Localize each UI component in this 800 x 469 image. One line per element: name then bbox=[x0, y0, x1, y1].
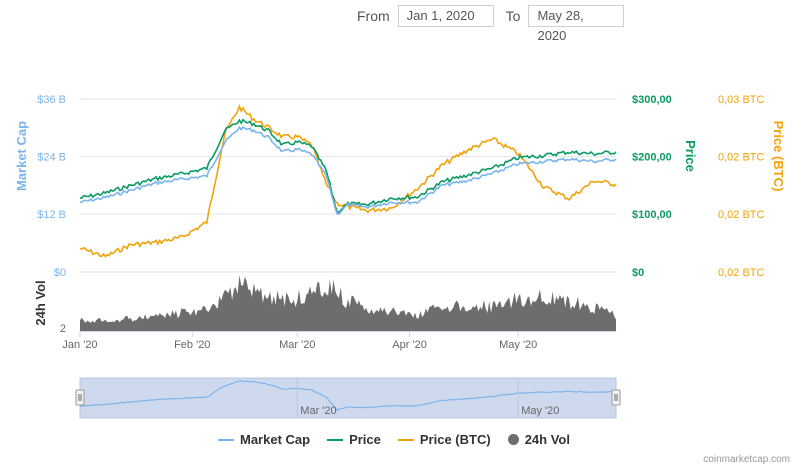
price-btc-tick-0: 0,02 BTC bbox=[718, 267, 765, 279]
price-btc-axis-title: Price (BTC) bbox=[771, 121, 786, 192]
credit-link[interactable]: coinmarketcap.com bbox=[703, 454, 790, 465]
price-btc-tick-2: 0,02 BTC bbox=[718, 152, 765, 164]
from-label: From bbox=[357, 8, 390, 24]
legend-price-btc-label: Price (BTC) bbox=[419, 432, 491, 447]
legend-volume-label: 24h Vol bbox=[524, 432, 570, 447]
market-cap-tick-1: $12 B bbox=[37, 209, 66, 221]
legend-price-label: Price bbox=[349, 432, 381, 447]
volume-area bbox=[80, 275, 616, 331]
volume-axis-title: 24h Vol bbox=[33, 280, 48, 325]
price-swatch bbox=[327, 438, 344, 441]
price-line bbox=[80, 118, 617, 214]
date-range: From Jan 1, 2020 To May 28, 2020 bbox=[357, 5, 625, 43]
navigator-left-handle[interactable] bbox=[75, 389, 85, 406]
price-axis-title: Price bbox=[683, 140, 698, 172]
price-btc-tick-1: 0,02 BTC bbox=[718, 209, 765, 221]
price-btc-swatch bbox=[397, 438, 414, 441]
volume-swatch bbox=[507, 434, 519, 445]
price-btc-tick-3: 0,03 BTC bbox=[718, 94, 765, 106]
x-tick-label-4: May '20 bbox=[499, 339, 537, 351]
price-tick-0: $0 bbox=[632, 267, 644, 279]
navigator-selection bbox=[79, 377, 617, 419]
market-cap-swatch bbox=[218, 438, 234, 441]
legend-price[interactable]: Price bbox=[327, 432, 381, 447]
x-tick-label-3: Apr '20 bbox=[392, 339, 427, 351]
price-tick-1: $100,00 bbox=[632, 209, 672, 221]
x-tick-label-2: Mar '20 bbox=[279, 339, 315, 351]
legend-price-btc[interactable]: Price (BTC) bbox=[397, 432, 491, 447]
navigator-line bbox=[79, 380, 617, 411]
volume-tick-0: 2 bbox=[60, 323, 66, 335]
market-cap-line bbox=[79, 125, 617, 215]
to-label: To bbox=[505, 8, 521, 24]
navigator-tick-label-1: May '20 bbox=[521, 405, 559, 417]
x-tick-label-1: Feb '20 bbox=[174, 339, 210, 351]
price-tick-3: $300,00 bbox=[632, 94, 672, 106]
navigator-right-handle[interactable] bbox=[611, 389, 621, 406]
market-cap-tick-3: $36 B bbox=[37, 94, 66, 106]
to-date-input[interactable]: May 28, 2020 bbox=[528, 5, 625, 43]
chart-legend: Market Cap Price Price (BTC) 24h Vol bbox=[218, 432, 587, 447]
from-date-input[interactable]: Jan 1, 2020 bbox=[397, 5, 494, 27]
legend-market-cap-label: Market Cap bbox=[240, 432, 311, 447]
price-tick-2: $200,00 bbox=[632, 152, 672, 164]
market-cap-tick-0: $0 bbox=[54, 267, 66, 279]
market-cap-tick-2: $24 B bbox=[37, 152, 66, 164]
legend-market-cap[interactable]: Market Cap bbox=[218, 432, 310, 447]
market-cap-axis-title: Market Cap bbox=[14, 121, 29, 191]
x-tick-label-0: Jan '20 bbox=[62, 339, 97, 351]
legend-volume[interactable]: 24h Vol bbox=[507, 432, 570, 447]
navigator-tick-label-0: Mar '20 bbox=[300, 405, 336, 417]
